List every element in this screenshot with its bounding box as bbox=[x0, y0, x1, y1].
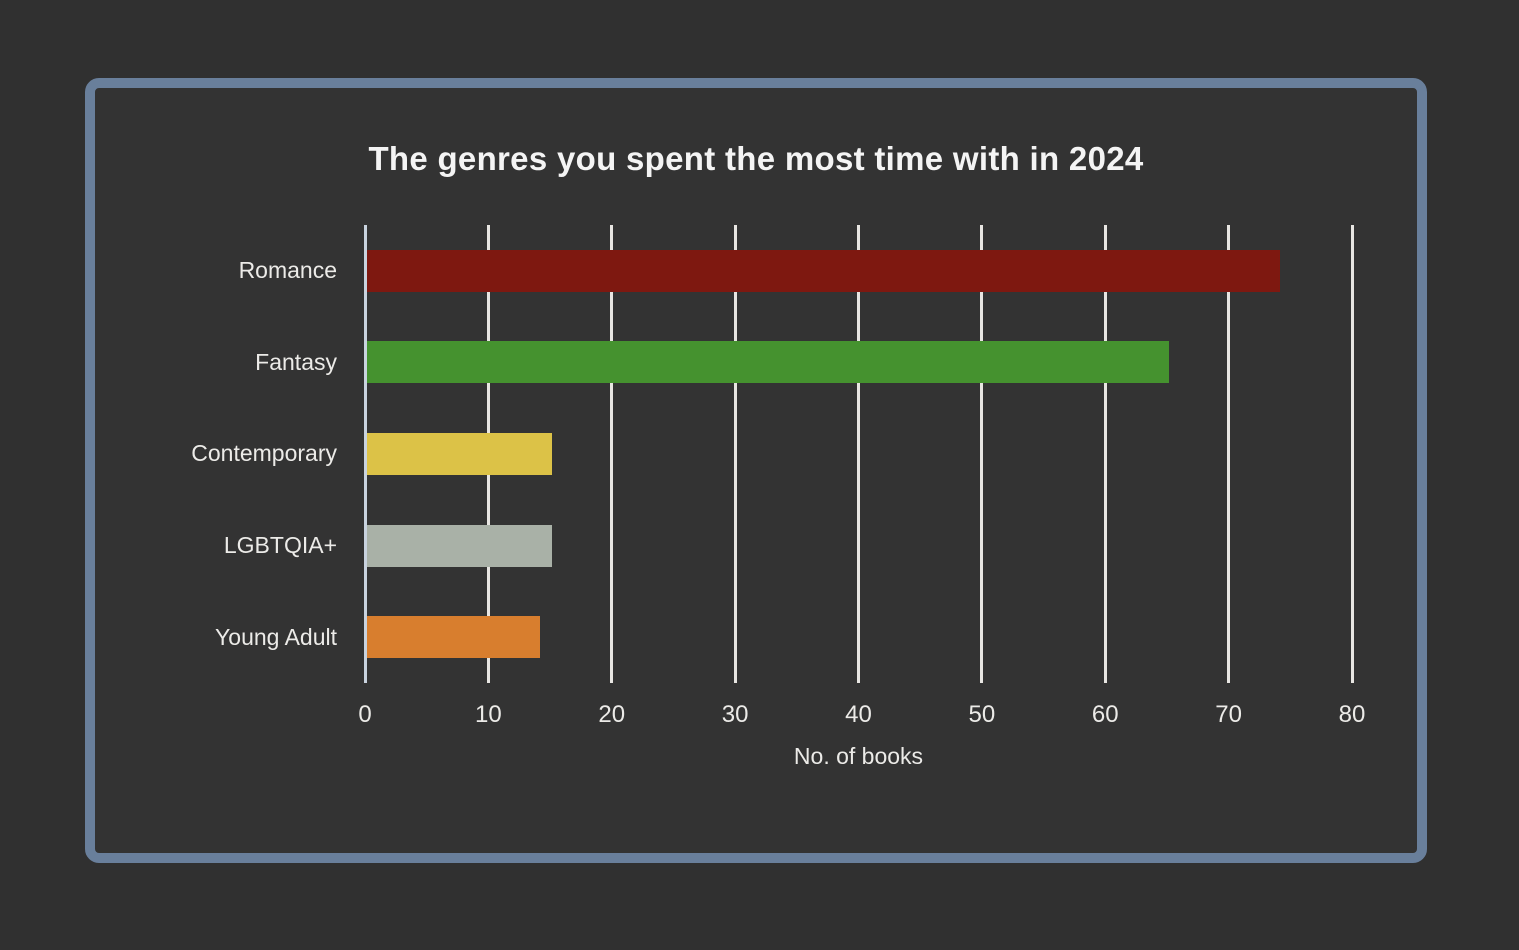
x-tick-label-70: 70 bbox=[1215, 701, 1242, 728]
x-tick-label-80: 80 bbox=[1338, 701, 1366, 728]
bar-contemporary bbox=[367, 433, 553, 475]
category-label-contemporary: Contemporary bbox=[191, 440, 337, 467]
x-tick-label-40: 40 bbox=[845, 701, 872, 728]
gridline-60 bbox=[1103, 225, 1107, 683]
category-label-young-adult: Young Adult bbox=[215, 623, 337, 650]
x-tick-label-10: 10 bbox=[475, 701, 502, 728]
gridline-20 bbox=[610, 225, 614, 683]
gridline-80 bbox=[1350, 225, 1354, 683]
category-label-lgbtqia: LGBTQIA+ bbox=[223, 532, 337, 559]
category-label-romance: Romance bbox=[238, 257, 337, 284]
category-label-fantasy: Fantasy bbox=[255, 348, 337, 375]
gridline-50 bbox=[980, 225, 984, 683]
gridline-30 bbox=[733, 225, 737, 683]
gridline-40 bbox=[857, 225, 860, 683]
x-axis-label: No. of books bbox=[793, 743, 924, 769]
plot-area: Romance Fantasy Contemporary LGBTQIA+ Young … bbox=[191, 225, 1365, 769]
chart-card: The genres you spent the most time with … bbox=[85, 78, 1427, 863]
x-tick-label-30: 30 bbox=[721, 701, 749, 728]
x-tick-label-60: 60 bbox=[1091, 701, 1119, 728]
bar-fantasy bbox=[367, 341, 1169, 384]
y-axis-line bbox=[363, 225, 367, 683]
x-tick-label-20: 20 bbox=[598, 701, 626, 728]
bar-romance bbox=[367, 249, 1280, 292]
x-tick-label-50: 50 bbox=[968, 701, 996, 728]
gridline-70 bbox=[1227, 225, 1231, 683]
bar-young-adult bbox=[367, 616, 540, 659]
chart-title: The genres you spent the most time with … bbox=[368, 140, 1144, 177]
bar-lgbtqia bbox=[367, 524, 553, 567]
x-tick-label-0: 0 bbox=[358, 701, 372, 728]
